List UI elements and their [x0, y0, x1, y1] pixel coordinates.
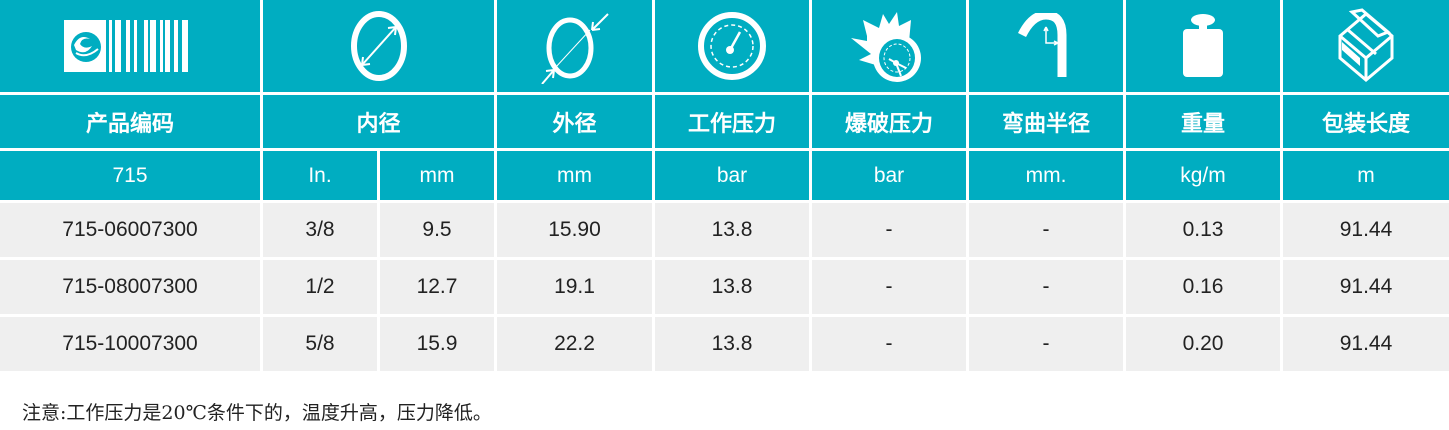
unit-cell: 715 — [0, 151, 260, 200]
unit-cell: mm. — [969, 151, 1123, 200]
header-product-code: 产品编码 — [0, 95, 260, 148]
unit-cell: In. — [263, 151, 377, 200]
burst-pressure-icon — [812, 0, 966, 92]
table-cell: 91.44 — [1283, 317, 1449, 371]
header-weight: 重量 — [1126, 95, 1280, 148]
table-cell: 13.8 — [655, 203, 809, 257]
unit-cell: m — [1283, 151, 1449, 200]
unit-cell: mm — [497, 151, 652, 200]
header-package-length: 包装长度 — [1283, 95, 1449, 148]
table-cell: 91.44 — [1283, 203, 1449, 257]
pressure-gauge-icon — [655, 0, 809, 92]
table-cell: - — [969, 260, 1123, 314]
header-bend-radius: 弯曲半径 — [969, 95, 1123, 148]
package-box-icon — [1283, 0, 1449, 92]
unit-cell: kg/m — [1126, 151, 1280, 200]
table-cell: 1/2 — [263, 260, 377, 314]
table-cell: 3/8 — [263, 203, 377, 257]
header-working-pressure: 工作压力 — [655, 95, 809, 148]
unit-cell: bar — [812, 151, 966, 200]
header-inner-diameter: 内径 — [263, 95, 494, 148]
table-cell: 13.8 — [655, 260, 809, 314]
table-cell: - — [812, 203, 966, 257]
table-cell: 715-10007300 — [0, 317, 260, 371]
table-cell: 15.90 — [497, 203, 652, 257]
table-cell: 91.44 — [1283, 260, 1449, 314]
unit-cell: bar — [655, 151, 809, 200]
inner-diameter-icon — [263, 0, 494, 92]
table-cell: 19.1 — [497, 260, 652, 314]
header-outer-diameter: 外径 — [497, 95, 652, 148]
table-cell: - — [812, 317, 966, 371]
spec-table: 产品编码 内径 外径 工作压力 爆破压力 弯曲半径 重量 包装长度 715 In… — [0, 0, 1449, 371]
table-cell: 12.7 — [380, 260, 494, 314]
table-cell: 13.8 — [655, 317, 809, 371]
table-cell: 9.5 — [380, 203, 494, 257]
header-burst-pressure: 爆破压力 — [812, 95, 966, 148]
table-cell: 715-06007300 — [0, 203, 260, 257]
table-cell: 0.13 — [1126, 203, 1280, 257]
bend-radius-icon — [969, 0, 1123, 92]
table-cell: 0.20 — [1126, 317, 1280, 371]
table-cell: 715-08007300 — [0, 260, 260, 314]
outer-diameter-icon — [497, 0, 652, 92]
table-cell: - — [969, 317, 1123, 371]
table-cell: 22.2 — [497, 317, 652, 371]
weight-icon — [1126, 0, 1280, 92]
unit-cell: mm — [380, 151, 494, 200]
footnote: 注意:工作压力是20℃条件下的，温度升高，压力降低。 — [22, 402, 492, 424]
table-cell: - — [812, 260, 966, 314]
barcode-logo-icon — [0, 0, 260, 92]
table-cell: - — [969, 203, 1123, 257]
table-cell: 0.16 — [1126, 260, 1280, 314]
table-cell: 15.9 — [380, 317, 494, 371]
table-cell: 5/8 — [263, 317, 377, 371]
